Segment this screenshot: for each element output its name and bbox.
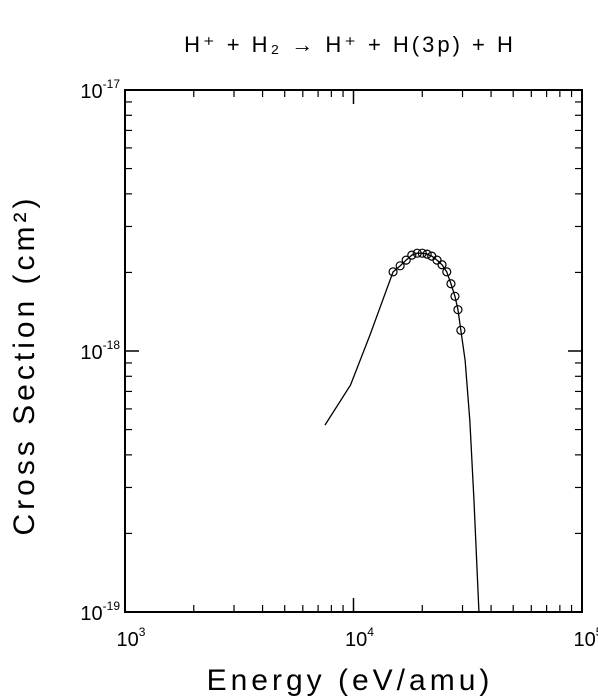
data-point (450, 291, 460, 301)
data-point (412, 248, 422, 258)
data-point (407, 250, 417, 260)
tick-base: 10 (574, 629, 596, 651)
data-point (422, 249, 432, 259)
chart-title: H⁺ + H₂ → H⁺ + H(3p) + H (184, 32, 516, 57)
x-axis-label: Energy (eV/amu) (207, 664, 494, 696)
tick-base: 10 (80, 342, 102, 364)
data-point (442, 267, 452, 277)
x-tick-label: 105 (574, 625, 598, 651)
data-point (417, 248, 427, 258)
data-point (437, 260, 447, 270)
tick-exponent: 3 (139, 625, 146, 639)
x-tick-label: 104 (345, 625, 374, 651)
tick-exponent: 4 (367, 625, 374, 639)
data-point (401, 255, 411, 265)
y-tick-label: 10-19 (80, 599, 120, 625)
plot-frame (124, 89, 583, 613)
data-line (324, 252, 480, 613)
tick-base: 10 (117, 629, 139, 651)
tick-base: 10 (80, 603, 102, 625)
data-point (446, 279, 456, 289)
y-axis-label: Cross Section (cm²) (8, 194, 41, 535)
tick-exponent: -18 (103, 338, 121, 352)
data-point (388, 267, 398, 277)
tick-exponent: 5 (596, 625, 598, 639)
x-tick-label: 103 (117, 625, 146, 651)
data-point (453, 305, 463, 315)
y-tick-label: 10-17 (80, 77, 120, 103)
tick-exponent: -19 (103, 599, 121, 613)
data-point (456, 325, 466, 335)
tick-base: 10 (80, 81, 102, 103)
tick-base: 10 (345, 629, 367, 651)
y-tick-label: 10-18 (80, 338, 120, 364)
data-point (395, 261, 405, 271)
data-point (432, 255, 442, 265)
tick-exponent: -17 (103, 77, 121, 91)
